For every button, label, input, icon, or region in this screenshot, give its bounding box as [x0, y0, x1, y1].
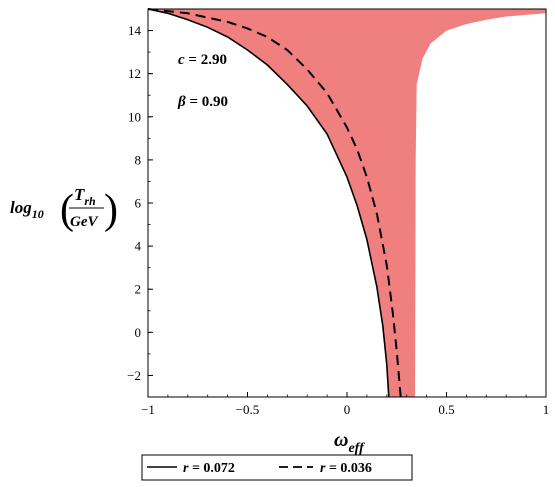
y-tick-label: 10	[128, 109, 141, 124]
annotation-c: c = 2.90	[178, 52, 227, 68]
y-tick-label: 2	[135, 282, 142, 297]
y-tick-label: 12	[128, 66, 141, 81]
y-tick-label: 4	[135, 239, 142, 254]
x-tick-label: −1	[141, 402, 155, 417]
shaded-band	[148, 9, 546, 397]
x-tick-label: 1	[543, 402, 550, 417]
y-label-paren-left: (	[60, 187, 74, 233]
y-label-prefix: log10	[10, 198, 44, 221]
band-layer	[148, 9, 546, 397]
legend: r = 0.072 r = 0.036	[141, 454, 413, 481]
legend-label-1: r = 0.036	[320, 461, 372, 476]
y-tick-label: 0	[135, 325, 142, 340]
series-line-0	[147, 8, 390, 398]
series-layer	[147, 8, 402, 398]
x-tick-label: −0.5	[236, 402, 260, 417]
y-label-paren-right: )	[104, 187, 118, 233]
series-line-1	[147, 8, 402, 398]
y-label-denominator: GeV	[70, 214, 99, 230]
y-label-numerator: Trh	[74, 185, 96, 208]
x-tick-label: 0.5	[438, 402, 454, 417]
ticks-layer: −1 −0.5 0 0.5 1 −2 0 2 4 6 8 10 12 14	[127, 8, 550, 417]
y-tick-label: −2	[127, 368, 141, 383]
y-axis-label: log10 ( Trh GeV )	[10, 185, 118, 233]
x-tick-label: 0	[344, 402, 351, 417]
y-tick-label: 8	[135, 152, 142, 167]
x-axis-label: ωeff	[334, 429, 365, 456]
y-tick-label: 14	[128, 23, 142, 38]
annotation-beta: β = 0.90	[177, 94, 228, 110]
legend-box	[141, 454, 413, 481]
legend-label-0: r = 0.072	[183, 461, 235, 476]
y-tick-label: 6	[135, 196, 142, 211]
